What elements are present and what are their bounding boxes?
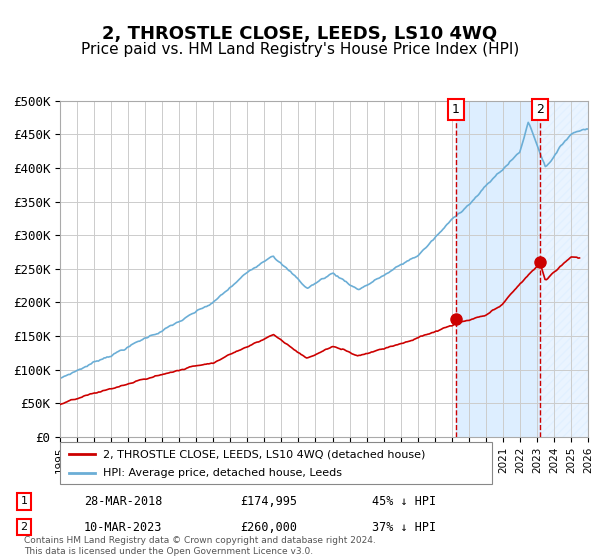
Text: 45% ↓ HPI: 45% ↓ HPI — [372, 495, 436, 508]
Text: 28-MAR-2018: 28-MAR-2018 — [84, 495, 163, 508]
Text: 1: 1 — [452, 103, 460, 116]
Bar — [540, 101, 600, 437]
Bar — [456, 101, 540, 437]
Text: £174,995: £174,995 — [240, 495, 297, 508]
Text: 37% ↓ HPI: 37% ↓ HPI — [372, 521, 436, 534]
Text: HPI: Average price, detached house, Leeds: HPI: Average price, detached house, Leed… — [103, 468, 342, 478]
Text: Contains HM Land Registry data © Crown copyright and database right 2024.
This d: Contains HM Land Registry data © Crown c… — [24, 536, 376, 556]
Text: 10-MAR-2023: 10-MAR-2023 — [84, 521, 163, 534]
Text: 2: 2 — [20, 522, 28, 532]
Text: 1: 1 — [20, 496, 28, 506]
Text: 2, THROSTLE CLOSE, LEEDS, LS10 4WQ: 2, THROSTLE CLOSE, LEEDS, LS10 4WQ — [103, 25, 497, 43]
Text: 2, THROSTLE CLOSE, LEEDS, LS10 4WQ (detached house): 2, THROSTLE CLOSE, LEEDS, LS10 4WQ (deta… — [103, 449, 425, 459]
Text: 2: 2 — [536, 103, 544, 116]
Text: Price paid vs. HM Land Registry's House Price Index (HPI): Price paid vs. HM Land Registry's House … — [81, 42, 519, 57]
Text: £260,000: £260,000 — [240, 521, 297, 534]
